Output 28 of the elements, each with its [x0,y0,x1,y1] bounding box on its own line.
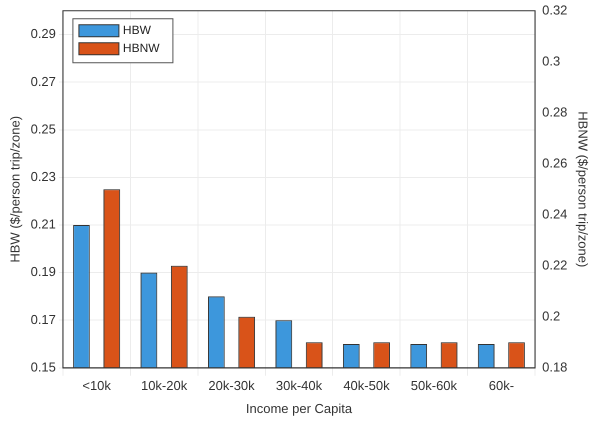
y-tick-label: 0.23 [30,168,56,184]
y2-tick-label: 0.32 [542,2,568,18]
y-axis-title: HBW ($/person trip/zone) [7,116,22,263]
y2-tick-label: 0.18 [542,359,568,374]
x-tick-label: <10k [82,378,112,394]
y-tick-label: 0.29 [30,26,56,42]
x-tick-label: 40k-50k [343,378,390,394]
y-tick-label: 0.19 [30,264,56,280]
y2-tick-label: 0.3 [542,53,560,68]
y-tick-label: 0.25 [30,121,56,136]
x-tick-label: 50k-60k [410,378,458,394]
y2-tick-label: 0.2 [542,308,560,324]
y-tick-label: 0.17 [30,312,56,327]
x-tick-label: 20k-30k [208,378,256,394]
y2-tick-label: 0.26 [542,155,568,170]
x-tick-label: 30k-40k [276,378,323,394]
y-tick-label: 0.15 [30,359,56,374]
y2-tick-label: 0.22 [542,257,568,272]
x-tick-label: 60k- [488,378,514,394]
x-axis-title: Income per Capita [246,400,353,416]
y-tick-label: 0.21 [30,216,56,232]
x-tick-label: 10k-20k [140,378,188,394]
y2-tick-label: 0.24 [542,206,568,222]
y2-tick-label: 0.28 [542,104,568,120]
legend-label: HBNW [122,41,160,56]
y2-axis-title: HBNW ($/person trip/zone) [576,111,591,268]
y-tick-label: 0.27 [30,74,56,89]
legend-label: HBW [122,23,152,38]
